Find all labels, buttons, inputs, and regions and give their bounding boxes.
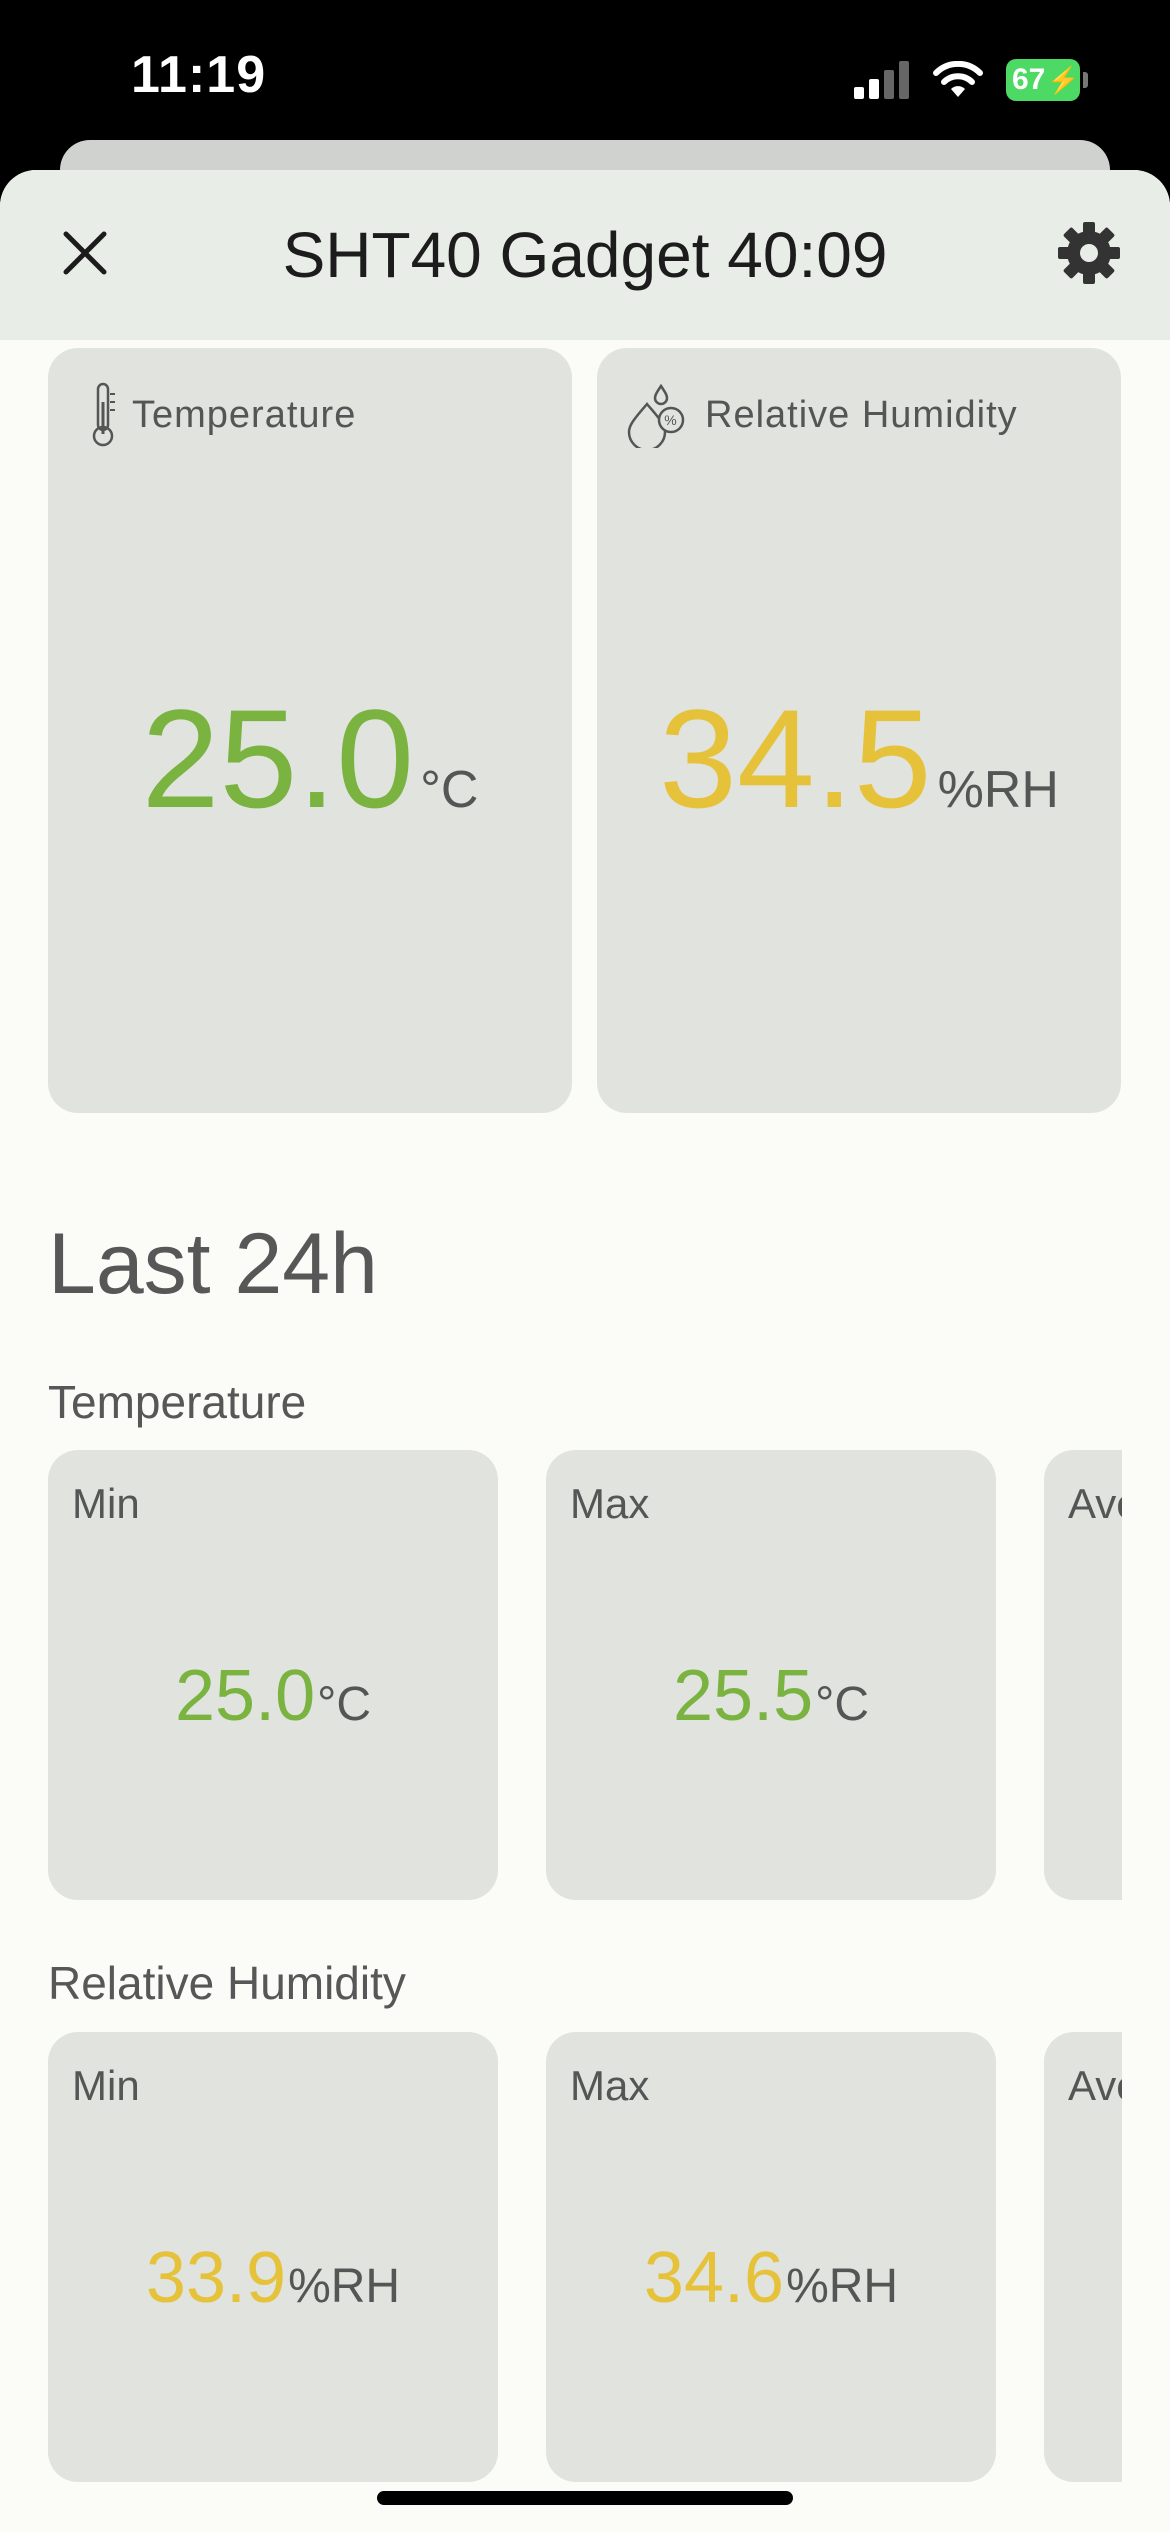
home-indicator[interactable] bbox=[377, 2491, 793, 2505]
nav-bar: SHT40 Gadget 40:09 bbox=[0, 170, 1170, 340]
temperature-section-title: Temperature bbox=[48, 1376, 307, 1428]
humidity-avg-label: Ave bbox=[1068, 2062, 1122, 2109]
gadget-sheet: SHT40 Gadget 40:09 bbox=[0, 170, 1170, 2532]
temperature-max-value: 25.5 bbox=[673, 1656, 814, 1736]
temperature-min-unit: °C bbox=[317, 1678, 371, 1731]
status-bar: 11:19 67 ⚡ bbox=[0, 0, 1170, 160]
status-time: 11:19 bbox=[131, 46, 267, 104]
battery-indicator: 67 ⚡ bbox=[1006, 59, 1088, 101]
thermometer-icon bbox=[92, 382, 115, 447]
status-icons: 67 ⚡ bbox=[854, 55, 1088, 105]
temperature-min-label: Min bbox=[72, 1480, 140, 1527]
humidity-card[interactable]: % Relative Humidity 34.5 %RH bbox=[597, 348, 1121, 1113]
temperature-value: 25.0 bbox=[141, 680, 415, 837]
cellular-signal-icon bbox=[854, 61, 909, 99]
temperature-max-label: Max bbox=[570, 1480, 650, 1527]
humidity-value: 34.5 bbox=[659, 680, 932, 837]
humidity-card-label: Relative Humidity bbox=[705, 393, 1018, 436]
humidity-max-label: Max bbox=[570, 2062, 650, 2109]
temperature-avg-label: Ave bbox=[1068, 1480, 1122, 1527]
humidity-section-title: Relative Humidity bbox=[48, 1957, 406, 2009]
wifi-icon bbox=[933, 61, 983, 97]
page-title: SHT40 Gadget 40:09 bbox=[282, 219, 888, 291]
temperature-card-label: Temperature bbox=[132, 393, 357, 436]
gear-icon bbox=[1058, 222, 1120, 284]
humidity-min-value: 33.9 bbox=[145, 2238, 287, 2318]
close-icon bbox=[63, 231, 107, 275]
humidity-min-unit: %RH bbox=[288, 2260, 401, 2313]
temperature-max-unit: °C bbox=[815, 1678, 869, 1731]
humidity-max-value: 34.6 bbox=[643, 2238, 785, 2318]
humidity-reading: 34.5 %RH bbox=[597, 678, 1121, 840]
humidity-avg-card[interactable]: Ave bbox=[1044, 2032, 1122, 2482]
humidity-max-card[interactable]: Max 34.6%RH bbox=[546, 2032, 996, 2482]
humidity-max-unit: %RH bbox=[786, 2260, 899, 2313]
temperature-min-card[interactable]: Min 25.0°C bbox=[48, 1450, 498, 1900]
humidity-min-label: Min bbox=[72, 2062, 140, 2109]
last-24h-heading: Last 24h bbox=[48, 1216, 378, 1312]
temperature-card[interactable]: Temperature 25.0 °C bbox=[48, 348, 572, 1113]
temperature-min-value: 25.0 bbox=[175, 1656, 316, 1736]
humidity-min-card[interactable]: Min 33.9%RH bbox=[48, 2032, 498, 2482]
temperature-reading: 25.0 °C bbox=[48, 678, 572, 840]
temperature-max-card[interactable]: Max 25.5°C bbox=[546, 1450, 996, 1900]
humidity-drops-icon: % bbox=[627, 383, 685, 448]
battery-level: 67 bbox=[1012, 63, 1046, 96]
humidity-unit: %RH bbox=[937, 761, 1059, 819]
settings-button[interactable] bbox=[1056, 220, 1122, 286]
temperature-avg-card[interactable]: Ave bbox=[1044, 1450, 1122, 1900]
temperature-unit: °C bbox=[420, 761, 479, 819]
close-button[interactable] bbox=[52, 220, 118, 286]
svg-text:%: % bbox=[664, 412, 677, 428]
charging-bolt-icon: ⚡ bbox=[1047, 64, 1080, 95]
